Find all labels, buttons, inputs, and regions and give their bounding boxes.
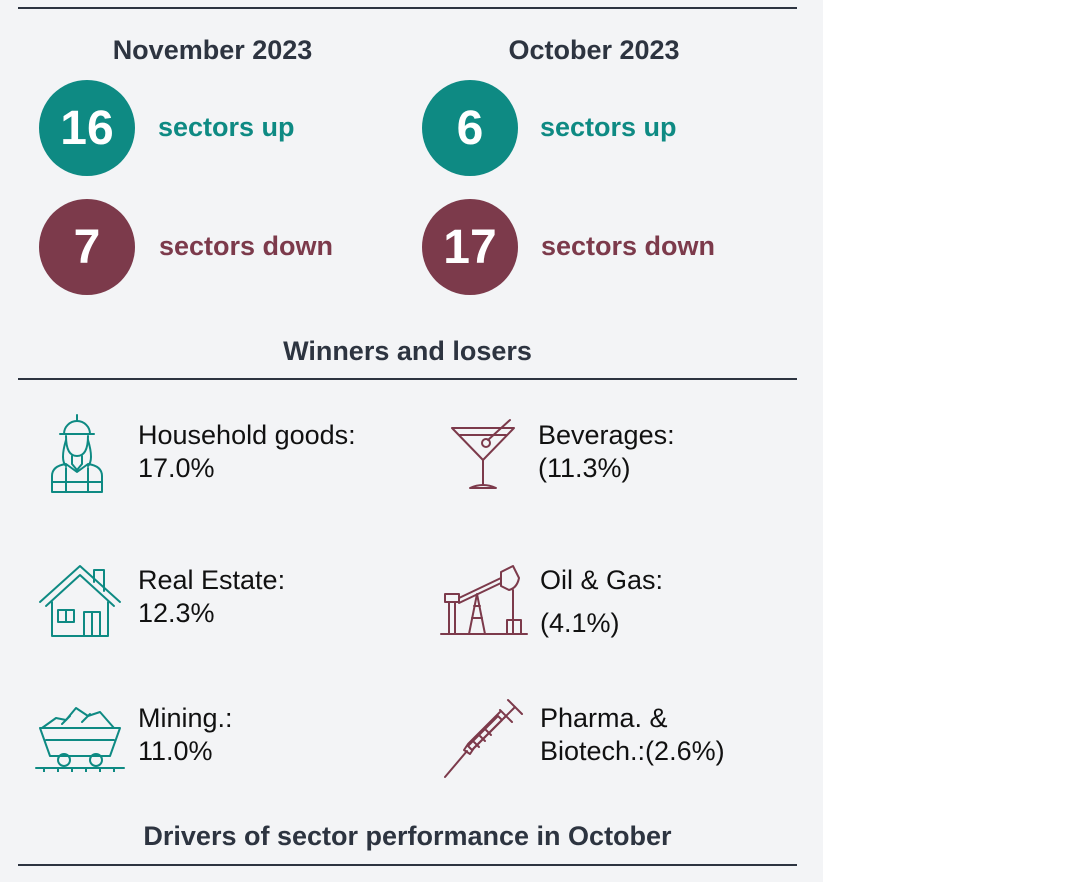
winner-real-estate-name: Real Estate: (138, 565, 286, 595)
loser-oil-gas-name: Oil & Gas: (540, 565, 664, 595)
down-label-november: sectors down (159, 231, 334, 261)
loser-beverages: Beverages: (11.3%) (538, 419, 675, 485)
month-title-november: November 2023 (112, 35, 313, 65)
drivers-title: Drivers of sector performance in October (143, 821, 672, 851)
house-icon (39, 565, 121, 637)
down-count-badge-november: 7 (39, 199, 135, 295)
month-title-october: October 2023 (508, 35, 680, 65)
summary-panel: November 2023 16 sectors up 7 sectors do… (0, 0, 823, 882)
oil-pump-icon (440, 565, 528, 635)
up-count-badge-october: 6 (422, 80, 518, 176)
worker-icon (51, 414, 103, 493)
loser-pharma-biotech-value: Biotech.:(2.6%) (540, 736, 725, 766)
top-divider (18, 7, 797, 9)
winner-mining-value: 11.0% (138, 736, 213, 766)
winner-real-estate: Real Estate: 12.3% (138, 564, 285, 630)
down-count-badge-october: 17 (422, 199, 518, 295)
loser-beverages-value: (11.3%) (538, 453, 631, 483)
winner-household-goods: Household goods: 17.0% (138, 419, 356, 485)
loser-oil-gas: Oil & Gas: (4.1%) (540, 564, 663, 640)
down-label-october: sectors down (541, 231, 716, 261)
loser-oil-gas-value: (4.1%) (540, 608, 620, 638)
loser-pharma-biotech: Pharma. & Biotech.:(2.6%) (540, 702, 725, 768)
winner-mining: Mining.: 11.0% (138, 702, 233, 768)
winners-losers-title: Winners and losers (283, 336, 532, 366)
up-label-october: sectors up (540, 112, 677, 142)
winner-household-goods-name: Household goods: (138, 420, 356, 450)
loser-pharma-biotech-name: Pharma. & (540, 703, 668, 733)
loser-beverages-name: Beverages: (538, 420, 675, 450)
syringe-icon (444, 699, 523, 778)
mine-cart-icon (35, 707, 125, 772)
cocktail-icon (451, 419, 515, 489)
drivers-divider (18, 864, 797, 866)
winner-real-estate-value: 12.3% (138, 598, 215, 628)
winners-losers-divider (18, 378, 797, 380)
up-count-badge-november: 16 (39, 80, 135, 176)
winner-mining-name: Mining.: (138, 703, 233, 733)
up-label-november: sectors up (158, 112, 295, 142)
winner-household-goods-value: 17.0% (138, 453, 215, 483)
